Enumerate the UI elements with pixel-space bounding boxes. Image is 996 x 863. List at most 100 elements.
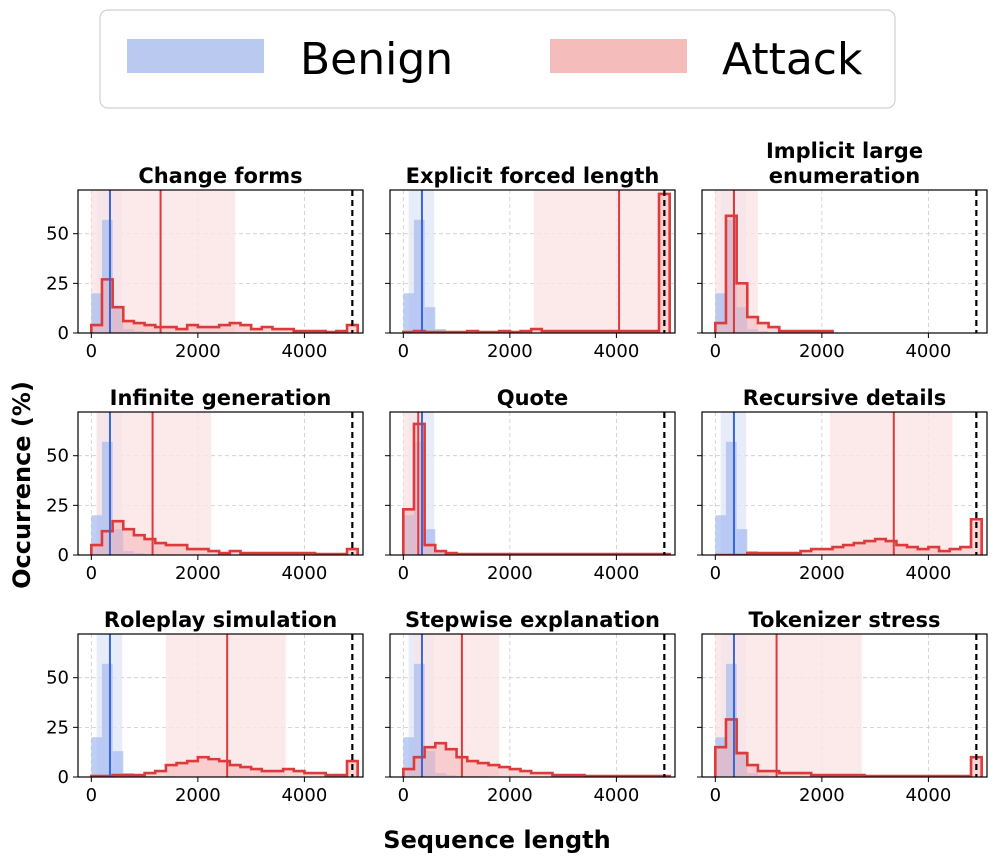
- panel-stepwise-explanation: 0 2000 4000 Stepwise explanation: [385, 608, 676, 806]
- attack-bar: [541, 773, 553, 777]
- attack-bar: [747, 317, 758, 333]
- panel-title: Tokenizer stress: [748, 608, 940, 632]
- benign-bar: [91, 737, 102, 777]
- x-tick-label: 2000: [799, 785, 845, 806]
- attack-bar: [757, 771, 769, 777]
- x-tick-label: 0: [86, 563, 97, 584]
- attack-iqr-band: [829, 412, 953, 555]
- attack-step-outline: [90, 519, 359, 555]
- y-tick-label: 25: [46, 495, 69, 516]
- attack-bar: [197, 757, 209, 777]
- attack-bar: [768, 771, 780, 777]
- attack-bar: [885, 541, 897, 555]
- attack-bar: [240, 767, 252, 777]
- benign-bar: [424, 529, 436, 555]
- attack-bar: [219, 761, 230, 777]
- attack-bar: [91, 325, 102, 333]
- attack-bar: [208, 327, 220, 333]
- attack-bar: [101, 531, 113, 555]
- legend-swatch-attack: [550, 39, 687, 73]
- attack-bar: [811, 549, 822, 555]
- benign-bar: [112, 751, 124, 777]
- legend-frame: [99, 9, 896, 109]
- attack-bar: [896, 545, 908, 555]
- attack-bar: [531, 329, 542, 333]
- x-tick-label: 4000: [905, 341, 951, 362]
- attack-step-outline: [715, 517, 983, 555]
- attack-bar: [176, 545, 188, 555]
- attack-step-outline: [402, 741, 671, 777]
- panel-recursive-details: 0 2000 4000 Recursive details: [697, 386, 988, 584]
- benign-bar: [403, 737, 414, 777]
- panel-title: Explicit forced length: [406, 164, 660, 188]
- x-tick-label: 2000: [799, 563, 845, 584]
- attack-bar: [875, 539, 886, 555]
- y-tick-label: 50: [46, 224, 69, 245]
- attack-bar: [853, 543, 865, 555]
- benign-bar: [736, 529, 748, 555]
- attack-bar: [467, 761, 478, 777]
- x-tick-label: 4000: [593, 563, 639, 584]
- x-tick-label: 0: [398, 785, 409, 806]
- y-tick-label: 0: [58, 323, 69, 344]
- x-tick-label: 4000: [593, 341, 639, 362]
- attack-bar: [424, 747, 436, 777]
- x-tick-label: 0: [710, 785, 721, 806]
- benign-bar: [413, 219, 425, 333]
- attack-bar: [155, 543, 166, 555]
- attack-bar: [165, 327, 177, 333]
- panel-change-forms: 0 2000 4000 0 25 50 Change forms: [46, 164, 364, 362]
- benign-bar: [715, 515, 726, 555]
- attack-bar: [715, 747, 726, 777]
- attack-bar: [176, 763, 188, 777]
- attack-bar: [520, 771, 532, 777]
- benign-bar: [715, 293, 726, 333]
- attack-bar: [424, 545, 436, 555]
- x-tick-label: 2000: [487, 563, 533, 584]
- attack-bar: [176, 329, 188, 333]
- attack-bar: [144, 773, 156, 777]
- attack-bar: [864, 541, 876, 555]
- y-axis-label: Occurrence (%): [8, 381, 36, 589]
- attack-bar: [821, 549, 833, 555]
- panel-title: Infinite generation: [110, 386, 332, 410]
- attack-bar: [800, 773, 812, 777]
- attack-bar: [208, 551, 220, 555]
- x-tick-label: 0: [86, 785, 97, 806]
- attack-bar: [725, 719, 737, 777]
- attack-bar: [283, 329, 294, 333]
- panel-frame: [77, 633, 364, 778]
- attack-bar: [187, 761, 198, 777]
- plot-area: [390, 634, 675, 777]
- panel-title-line1: Implicit large: [766, 139, 923, 163]
- plot-area: [702, 190, 987, 333]
- panel-tokenizer-stress: 0 2000 4000 Tokenizer stress: [697, 608, 988, 806]
- panel-title-line2: enumeration: [769, 164, 920, 188]
- attack-bar: [197, 549, 209, 555]
- attack-bar: [403, 509, 414, 555]
- attack-bar: [949, 549, 961, 555]
- x-tick-label: 0: [710, 563, 721, 584]
- attack-step-outline: [90, 755, 359, 777]
- attack-bar: [219, 325, 230, 333]
- attack-bar: [165, 545, 177, 555]
- attack-bar: [736, 283, 748, 333]
- x-tick-label: 2000: [175, 785, 221, 806]
- panel-frame: [701, 411, 988, 556]
- benign-bar: [424, 307, 436, 333]
- y-tick-label: 0: [58, 767, 69, 788]
- attack-bar: [251, 769, 262, 777]
- x-tick-label: 4000: [905, 563, 951, 584]
- x-tick-label: 4000: [593, 785, 639, 806]
- panel-roleplay-simulation: 0 2000 4000 0 25 50 Roleplay simulation: [46, 608, 364, 806]
- plot-area: [702, 634, 987, 777]
- plot-area: [78, 190, 363, 333]
- attack-bar: [261, 327, 273, 333]
- attack-bar: [435, 551, 446, 555]
- attack-iqr-band: [533, 190, 665, 333]
- attack-bar: [715, 323, 726, 333]
- attack-bar: [304, 773, 316, 777]
- attack-bar: [435, 743, 446, 777]
